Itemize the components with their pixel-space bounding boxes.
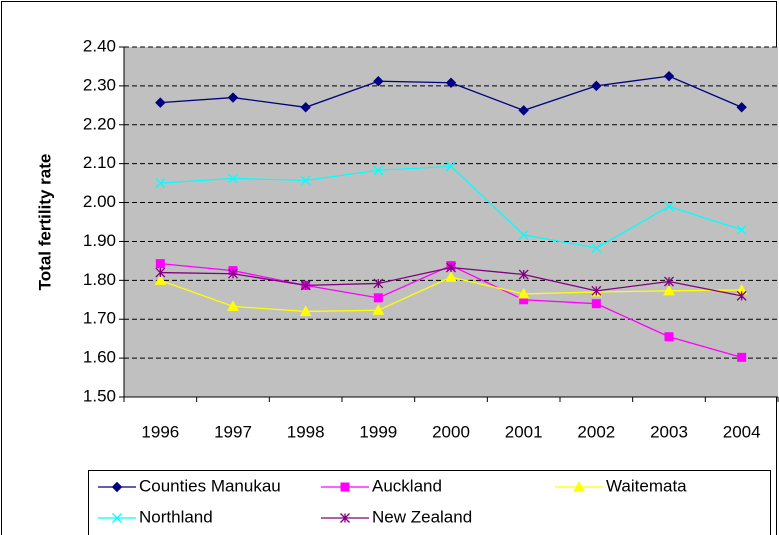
marker — [591, 299, 601, 309]
marker — [591, 285, 602, 296]
marker — [227, 92, 239, 103]
marker — [299, 305, 312, 316]
marker — [373, 165, 384, 176]
marker — [300, 280, 311, 291]
legend-label: Northland — [139, 507, 213, 526]
marker — [518, 229, 529, 240]
marker — [736, 102, 747, 113]
marker — [664, 332, 674, 342]
x-tick-label: 2001 — [505, 422, 543, 441]
x-tick-label: 1999 — [359, 422, 397, 441]
marker — [154, 274, 167, 285]
marker — [155, 259, 165, 269]
y-tick-label: 1.60 — [83, 348, 116, 367]
marker — [155, 178, 166, 189]
x-tick-label: 2002 — [577, 422, 615, 441]
legend-label: Auckland — [372, 476, 442, 495]
marker — [373, 278, 384, 289]
marker — [664, 201, 674, 212]
marker — [736, 224, 747, 235]
y-tick-label: 2.00 — [83, 192, 116, 211]
marker — [517, 287, 530, 299]
marker — [155, 267, 166, 278]
y-tick-label: 1.80 — [83, 270, 116, 289]
legend-marker — [340, 482, 350, 492]
marker — [518, 269, 529, 280]
legend-label: Counties Manukau — [139, 476, 281, 495]
marker — [446, 262, 456, 273]
marker — [736, 290, 747, 301]
marker — [373, 293, 383, 303]
marker — [591, 243, 602, 254]
marker — [227, 300, 239, 311]
marker — [737, 352, 747, 362]
marker — [664, 276, 674, 287]
y-tick-label: 1.70 — [83, 309, 116, 328]
x-tick-label: 2003 — [650, 422, 688, 441]
marker — [445, 271, 457, 282]
legend-marker — [111, 481, 123, 493]
legend-label: New Zealand — [372, 507, 472, 526]
marker — [300, 102, 311, 113]
legend-marker — [573, 480, 585, 492]
marker — [663, 70, 675, 82]
x-tick-label: 2000 — [432, 422, 470, 441]
y-tick-label: 2.40 — [83, 36, 116, 55]
marker — [445, 77, 457, 88]
y-tick-label: 1.50 — [83, 386, 116, 405]
marker — [591, 80, 602, 92]
x-tick-label: 1998 — [287, 422, 325, 441]
legend-box — [88, 470, 771, 535]
marker — [228, 173, 238, 184]
legend-marker — [340, 513, 350, 523]
y-tick-label: 2.10 — [83, 153, 116, 172]
y-tick-label: 2.30 — [83, 75, 116, 94]
x-tick-label: 1997 — [214, 422, 252, 441]
plot-area — [124, 47, 778, 397]
marker — [663, 284, 675, 296]
marker — [155, 97, 166, 108]
legend-marker — [112, 513, 122, 523]
x-tick-label: 1996 — [141, 422, 179, 441]
marker — [300, 175, 311, 186]
y-tick-label: 1.90 — [83, 231, 116, 250]
x-tick-label: 2004 — [723, 422, 761, 441]
y-axis-title: Total fertility rate — [35, 154, 54, 291]
y-tick-label: 2.20 — [83, 114, 116, 133]
marker — [373, 76, 384, 87]
marker — [518, 105, 529, 116]
marker — [372, 304, 385, 315]
legend-label: Waitemata — [606, 476, 687, 495]
marker — [446, 161, 456, 172]
marker — [228, 268, 238, 279]
